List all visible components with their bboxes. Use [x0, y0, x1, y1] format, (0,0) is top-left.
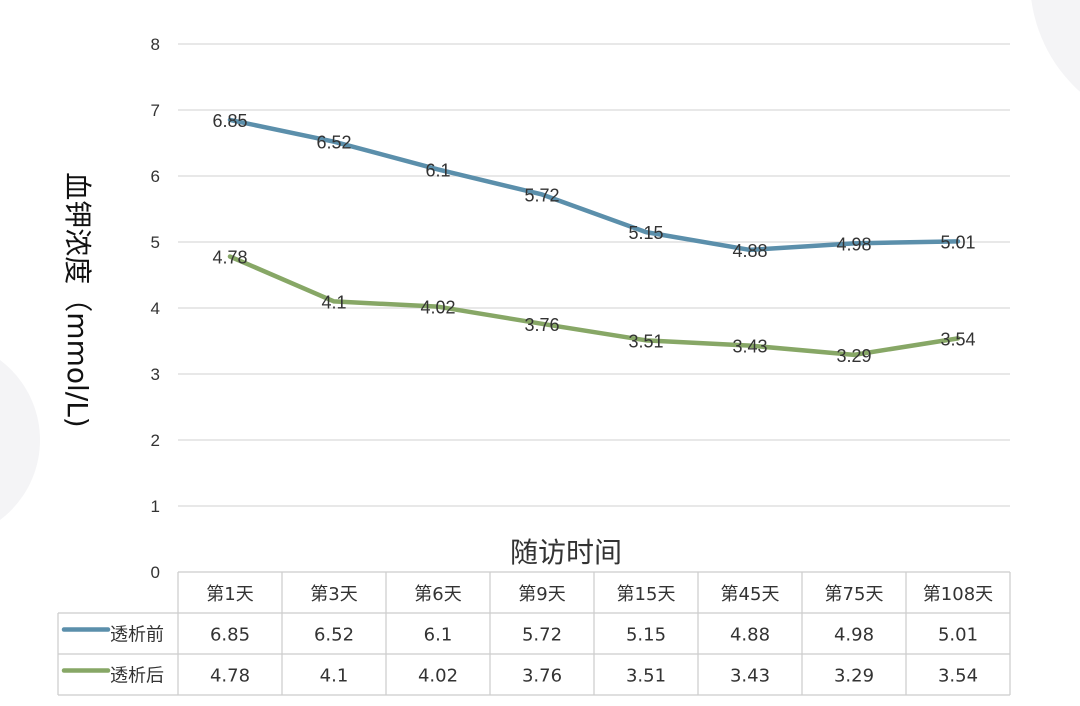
table-cell: 4.1: [320, 666, 349, 687]
data-label: 5.01: [940, 232, 975, 252]
data-label: 4.1: [321, 292, 346, 312]
table-cell: 4.78: [210, 666, 250, 687]
data-label: 4.98: [836, 234, 871, 254]
y-tick-label: 1: [151, 497, 160, 516]
table-cell: 3.54: [938, 666, 978, 687]
y-tick-label: 0: [151, 563, 160, 582]
data-label: 3.51: [628, 331, 663, 351]
table-cell: 6.1: [424, 625, 453, 646]
table-cell: 3.76: [522, 666, 562, 687]
y-axis-ticks: 0 1 2 3 4 5 6 7 8: [151, 35, 160, 582]
table-cell: 6.52: [314, 625, 354, 646]
table-cell: 4.88: [730, 625, 770, 646]
data-label: 3.29: [836, 346, 871, 366]
table-cell: 3.51: [626, 666, 666, 687]
series-line-2: [227, 254, 961, 358]
x-tick-label: 第6天: [414, 584, 461, 605]
x-tick-label: 第45天: [721, 584, 780, 605]
x-tick-label: 第75天: [825, 584, 884, 605]
series-lines: [227, 117, 961, 358]
y-tick-label: 6: [151, 167, 160, 186]
x-tick-label: 第15天: [617, 584, 676, 605]
data-label: 6.1: [425, 160, 450, 180]
data-label: 5.72: [524, 185, 559, 205]
data-label: 5.15: [628, 223, 663, 243]
legend-label: 透析前: [110, 625, 164, 646]
data-label: 4.88: [732, 241, 767, 261]
legend-label: 透析后: [110, 666, 164, 687]
x-tick-label: 第108天: [923, 584, 993, 605]
y-tick-label: 7: [151, 101, 160, 120]
table-cell: 5.72: [522, 625, 562, 646]
data-label: 6.52: [316, 133, 351, 153]
gridlines: [178, 43, 1010, 507]
data-label: 4.78: [212, 248, 247, 268]
table-cell: 4.02: [418, 666, 458, 687]
series-line-1: [227, 117, 961, 253]
data-label: 6.85: [212, 111, 247, 131]
data-label: 4.02: [420, 298, 455, 318]
table-cell: 5.01: [938, 625, 978, 646]
table-cell: 4.98: [834, 625, 874, 646]
data-label: 3.76: [524, 315, 559, 335]
x-tick-label: 第1天: [206, 584, 253, 605]
y-tick-label: 3: [151, 365, 160, 384]
data-labels: 6.85 6.52 6.1 5.72 5.15 4.88 4.98 5.01 4.78 4.1 4.…: [212, 111, 975, 366]
y-axis-label: 血钾浓度（mmol/L): [61, 172, 94, 427]
y-tick-label: 2: [151, 431, 160, 450]
y-tick-label: 4: [151, 299, 160, 318]
y-tick-label: 5: [151, 233, 160, 252]
x-axis-label: 随访时间: [510, 536, 622, 569]
x-tick-label: 第3天: [310, 584, 357, 605]
data-label: 3.43: [732, 337, 767, 357]
table-cell: 6.85: [210, 625, 250, 646]
data-label: 3.54: [940, 329, 975, 349]
table-cell: 3.29: [834, 666, 874, 687]
table-cell: 3.43: [730, 666, 770, 687]
table-cell: 5.15: [626, 625, 666, 646]
y-tick-label: 8: [151, 35, 160, 54]
x-tick-label: 第9天: [518, 584, 565, 605]
